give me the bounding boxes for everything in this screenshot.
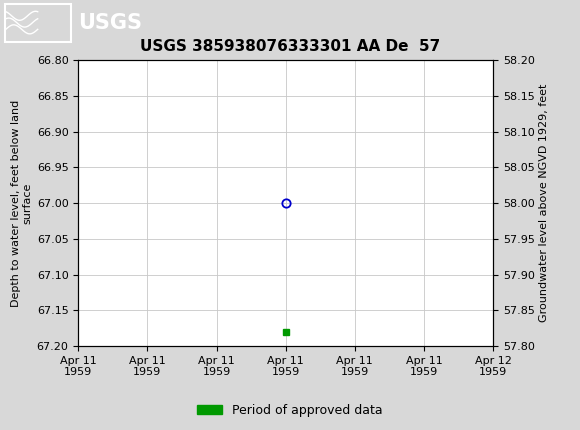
Text: USGS: USGS: [78, 12, 142, 33]
Text: USGS 385938076333301 AA De  57: USGS 385938076333301 AA De 57: [140, 39, 440, 54]
Legend: Period of approved data: Period of approved data: [192, 399, 388, 421]
Y-axis label: Depth to water level, feet below land
surface: Depth to water level, feet below land su…: [11, 100, 32, 307]
Y-axis label: Groundwater level above NGVD 1929, feet: Groundwater level above NGVD 1929, feet: [539, 84, 549, 322]
